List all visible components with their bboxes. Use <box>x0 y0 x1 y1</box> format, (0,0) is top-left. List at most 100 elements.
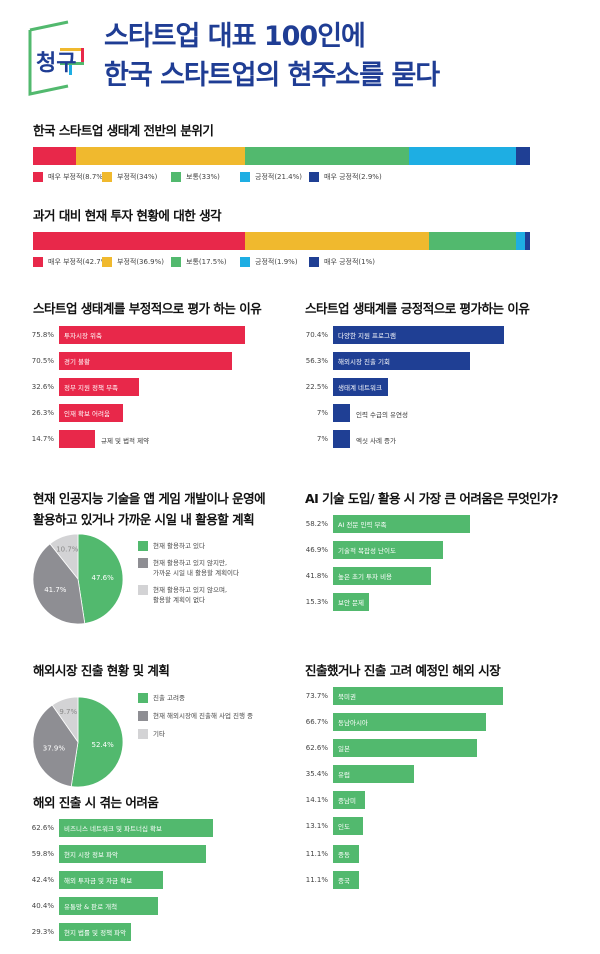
bar: 높은 초기 투자 비용 <box>333 567 432 585</box>
bar: 생태계 네트워크 <box>333 378 388 396</box>
bar-value-label: 62.6% <box>305 744 328 752</box>
bar-value-label: 7% <box>316 435 328 443</box>
legend-swatch <box>171 172 181 182</box>
legend-label: 긍정적(1.9%) <box>255 258 298 266</box>
bar-value-label: 58.2% <box>305 520 328 528</box>
bar-category-label: 규제 및 법적 제약 <box>101 437 150 445</box>
legend-item: 보통(17.5%) <box>171 257 240 267</box>
legend-swatch <box>309 257 319 267</box>
page-title-line1: 스타트업 대표 100인에 <box>104 21 366 52</box>
stacked-segment <box>515 232 526 250</box>
bar: 보안 문제 <box>333 593 369 611</box>
legend-swatch <box>138 711 148 721</box>
pie-slice <box>32 704 79 787</box>
legend-swatch <box>102 172 112 182</box>
bar: 인도 <box>333 817 364 835</box>
legend-swatch <box>102 257 112 267</box>
legend-label: 현재 활용하고 있지 않지만, 가까운 시일 내 활용할 계획이다 <box>153 559 240 577</box>
legend-swatch <box>138 585 148 595</box>
bar-value-label: 32.6% <box>31 383 54 391</box>
bar: 경기 불황 <box>59 352 232 370</box>
legend-item: 부정적(36.9%) <box>102 257 171 267</box>
bar-value-label: 14.7% <box>31 435 54 443</box>
chart-title: 과거 대비 현재 투자 현황에 대한 생각 <box>33 208 222 223</box>
legend-item: 매우 부정적(42.7%) <box>33 257 110 267</box>
bar: 중남미 <box>333 791 366 809</box>
chart-title: AI 기술 도입/ 활용 시 가장 큰 어려움은 무엇인가? <box>305 491 558 506</box>
legend-item: 매우 부정적(8.7%) <box>33 172 106 182</box>
legend-label: 매우 긍정적(2.9%) <box>324 173 382 181</box>
bar-category-label: 엑싯 사례 증가 <box>356 437 397 445</box>
bar-value-label: 41.8% <box>305 572 328 580</box>
legend-swatch <box>138 558 148 568</box>
legend-swatch <box>240 172 250 182</box>
stacked-segment <box>428 232 516 250</box>
bar-value-label: 62.6% <box>31 824 54 832</box>
legend-item: 진출 고려중 <box>138 693 253 703</box>
stacked-segment <box>409 147 516 165</box>
bar-value-label: 73.7% <box>305 692 328 700</box>
legend-label: 현재 활용하고 있다 <box>153 542 205 550</box>
legend-swatch <box>309 172 319 182</box>
bar: 해외 투자금 및 자금 확보 <box>59 871 164 889</box>
legend-item: 긍정적(1.9%) <box>240 257 309 267</box>
bar <box>59 430 95 448</box>
legend-swatch <box>138 729 148 739</box>
pie-slice-label: 10.7% <box>56 545 79 553</box>
legend-label: 기타 <box>153 730 165 738</box>
pie-slice <box>49 533 79 581</box>
bar-value-label: 35.4% <box>305 770 328 778</box>
bar: 동남아시아 <box>333 713 487 731</box>
legend-swatch <box>240 257 250 267</box>
bar-value-label: 46.9% <box>305 546 328 554</box>
legend-item: 부정적(34%) <box>102 172 171 182</box>
legend-swatch <box>33 172 43 182</box>
chart-title: 진출했거나 진출 고려 예정인 해외 시장 <box>305 663 501 678</box>
bar-value-label: 11.1% <box>305 850 328 858</box>
chart-title: 스타트업 생태계를 긍정적으로 평가하는 이유 <box>305 301 530 316</box>
bar-value-label: 15.3% <box>305 598 328 606</box>
legend-swatch <box>171 257 181 267</box>
legend-label: 매우 부정적(8.7%) <box>48 173 106 181</box>
logo: 청구 <box>28 20 88 96</box>
bar-value-label: 26.3% <box>31 409 54 417</box>
legend-item: 보통(33%) <box>171 172 240 182</box>
bar-value-label: 40.4% <box>31 902 54 910</box>
svg-text:청구: 청구 <box>36 51 76 76</box>
legend-label: 긍정적(21.4%) <box>255 173 303 181</box>
stacked-bar <box>33 232 530 250</box>
pie-slice <box>70 696 124 788</box>
bar: 중동 <box>333 845 359 863</box>
pie-slice <box>51 696 79 744</box>
bar: 기술적 복잡성 난이도 <box>333 541 444 559</box>
legend-item: 현재 활용하고 있다 <box>138 541 239 551</box>
bar-value-label: 75.8% <box>31 331 54 339</box>
legend-swatch <box>33 257 43 267</box>
legend-swatch <box>138 693 148 703</box>
legend-label: 매우 부정적(42.7%) <box>48 258 111 266</box>
legend-label: 부정적(34%) <box>117 173 158 181</box>
chart-legend: 매우 부정적(8.7%) 부정적(34%) 보통(33%) 긍정적(21.4%) 매우 … <box>33 172 382 182</box>
bar: AI 전문 인력 부족 <box>333 515 470 533</box>
stacked-segment <box>245 147 410 165</box>
stacked-segment <box>525 232 530 250</box>
legend-label: 부정적(36.9%) <box>117 258 165 266</box>
stacked-segment <box>33 232 246 250</box>
bar: 북미권 <box>333 687 503 705</box>
bar: 유통망 & 판로 개척 <box>59 897 159 915</box>
stacked-segment <box>76 147 246 165</box>
pie-chart: 47.6% 41.7% 10.7% <box>32 533 124 625</box>
stacked-bar <box>33 147 530 165</box>
bar: 일본 <box>333 739 477 757</box>
bar: 투자시장 위축 <box>59 326 245 344</box>
bar: 현지 시장 정보 파악 <box>59 845 207 863</box>
legend-item: 기타 <box>138 729 253 739</box>
pie-chart: 52.4% 37.9% 9.7% <box>32 696 124 788</box>
legend-label: 현재 활용하고 있지 않으며, 활용할 계획이 없다 <box>153 586 228 604</box>
chart-legend: 매우 부정적(42.7%) 부정적(36.9%) 보통(17.5%) 긍정적(1.9%… <box>33 257 375 267</box>
legend-label: 현재 해외시장에 진출해 사업 진행 중 <box>153 712 254 720</box>
page-title-line2: 한국 스타트업의 현주소를 묻다 <box>104 60 440 91</box>
legend-item: 현재 활용하고 있지 않지만, 가까운 시일 내 활용할 계획이다 <box>138 558 239 578</box>
